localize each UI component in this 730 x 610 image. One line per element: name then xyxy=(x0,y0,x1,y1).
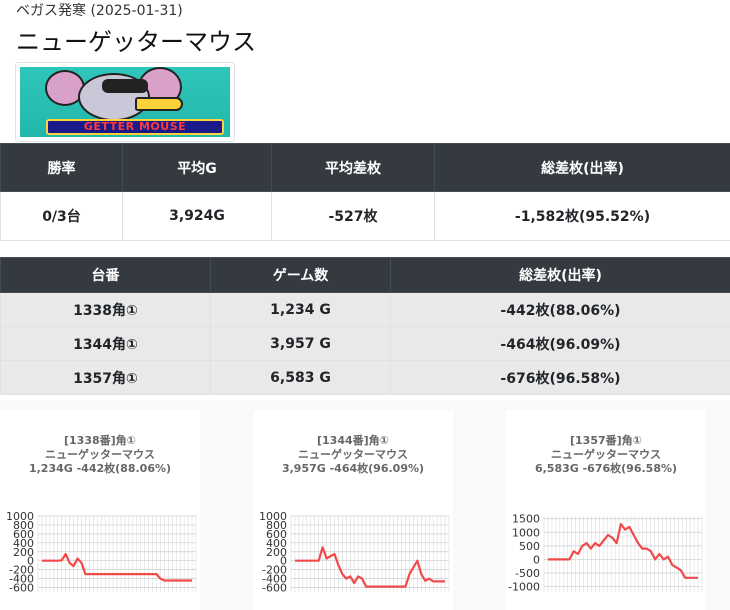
chart-title-line: 1,234G -442枚(88.06%) xyxy=(28,462,172,475)
chart-title-line: ニューゲッターマウス xyxy=(45,448,155,461)
machine-number[interactable]: 1357角① xyxy=(0,360,211,395)
y-tick-label: -200 xyxy=(262,564,287,577)
summary-winrate: 0/3台 xyxy=(0,191,123,241)
y-tick-label: 400 xyxy=(13,537,34,550)
table-row[interactable]: 1357角① 6,583 G -676枚(96.58%) xyxy=(0,360,730,395)
y-tick-label: -600 xyxy=(9,582,34,595)
series-line xyxy=(42,552,192,582)
chart-title-line: ニューゲッターマウス xyxy=(551,448,661,461)
getter-mouse-logo: GETTER MOUSE xyxy=(20,67,230,137)
table-row[interactable]: 1338角① 1,234 G -442枚(88.06%) xyxy=(0,292,730,327)
chart-grid xyxy=(37,515,197,592)
table-row[interactable]: 1344角① 3,957 G -464枚(96.09%) xyxy=(0,326,730,361)
summary-total-diff: -1,582枚(95.52%) xyxy=(434,191,730,241)
machine-number[interactable]: 1338角① xyxy=(0,292,211,327)
machine-games: 1,234 G xyxy=(210,292,391,327)
machine-total-diff: -464枚(96.09%) xyxy=(390,326,730,361)
summary-header-avg-diff: 平均差枚 xyxy=(271,143,435,192)
y-tick-label: 800 xyxy=(266,519,287,532)
y-tick-label: 500 xyxy=(519,540,540,553)
y-tick-label: 400 xyxy=(266,537,287,550)
machine-banner: GETTER MOUSE xyxy=(15,62,235,142)
y-tick-label: 1000 xyxy=(259,510,287,523)
y-tick-label: -400 xyxy=(9,573,34,586)
machine-header-total-diff: 総差枚(出率) xyxy=(390,257,730,293)
y-tick-label: 1000 xyxy=(512,526,540,539)
summary-avg-games: 3,924G xyxy=(122,191,272,241)
chart-title-line: 6,583G -676枚(96.58%) xyxy=(534,462,678,475)
series-line xyxy=(295,546,445,588)
chart-title-line: [1357番]角① xyxy=(570,434,642,447)
y-tick-label: 600 xyxy=(266,528,287,541)
series-line xyxy=(548,522,698,579)
y-tick-label: 800 xyxy=(13,519,34,532)
machine-number[interactable]: 1344角① xyxy=(0,326,211,361)
chart-card-1338: [1338番]角① ニューゲッターマウス 1,234G -442枚(88.06%… xyxy=(0,410,200,610)
machine-header-number: 台番 xyxy=(0,257,211,293)
summary-avg-diff: -527枚 xyxy=(271,191,435,241)
machine-header-games: ゲーム数 xyxy=(210,257,391,293)
store-date: ベガス発寒 (2025-01-31) xyxy=(16,3,183,19)
y-tick-label: -600 xyxy=(262,582,287,595)
machine-games: 6,583 G xyxy=(210,360,391,395)
machine-games: 3,957 G xyxy=(210,326,391,361)
chart-title-line: ニューゲッターマウス xyxy=(298,448,408,461)
y-tick-label: 0 xyxy=(280,555,287,568)
y-tick-label: -200 xyxy=(9,564,34,577)
y-tick-label: -1000 xyxy=(508,581,540,594)
machine-total-diff: -442枚(88.06%) xyxy=(390,292,730,327)
machine-table: 台番 ゲーム数 総差枚(出率) 1338角① 1,234 G -442枚(88.… xyxy=(0,257,730,395)
y-tick-label: 0 xyxy=(27,555,34,568)
y-tick-label: 200 xyxy=(13,546,34,559)
summary-header-winrate: 勝率 xyxy=(0,143,123,192)
chart-title-line: 3,957G -464枚(96.09%) xyxy=(281,462,425,475)
machine-total-diff: -676枚(96.58%) xyxy=(390,360,730,395)
page-title: ニューゲッターマウス xyxy=(16,28,256,56)
y-tick-label: 0 xyxy=(533,553,540,566)
y-tick-label: 1500 xyxy=(512,513,540,526)
summary-table: 勝率 平均G 平均差枚 総差枚(出率) 0/3台 3,924G -527枚 -1… xyxy=(0,143,730,241)
y-tick-label: -400 xyxy=(262,573,287,586)
chart-grid xyxy=(543,516,703,592)
chart-title-line: [1338番]角① xyxy=(64,434,136,447)
y-tick-label: 600 xyxy=(13,528,34,541)
summary-row: 0/3台 3,924G -527枚 -1,582枚(95.52%) xyxy=(0,191,730,241)
chart-card-1344: [1344番]角① ニューゲッターマウス 3,957G -464枚(96.09%… xyxy=(253,410,453,610)
chart-card-1357: [1357番]角① ニューゲッターマウス 6,583G -676枚(96.58%… xyxy=(506,410,706,610)
y-tick-label: 200 xyxy=(266,546,287,559)
summary-header-total-diff: 総差枚(出率) xyxy=(434,143,730,192)
chart-title-line: [1344番]角① xyxy=(317,434,389,447)
y-tick-label: 1000 xyxy=(6,510,34,523)
y-tick-label: -500 xyxy=(515,567,540,580)
summary-header-avg-games: 平均G xyxy=(122,143,272,192)
